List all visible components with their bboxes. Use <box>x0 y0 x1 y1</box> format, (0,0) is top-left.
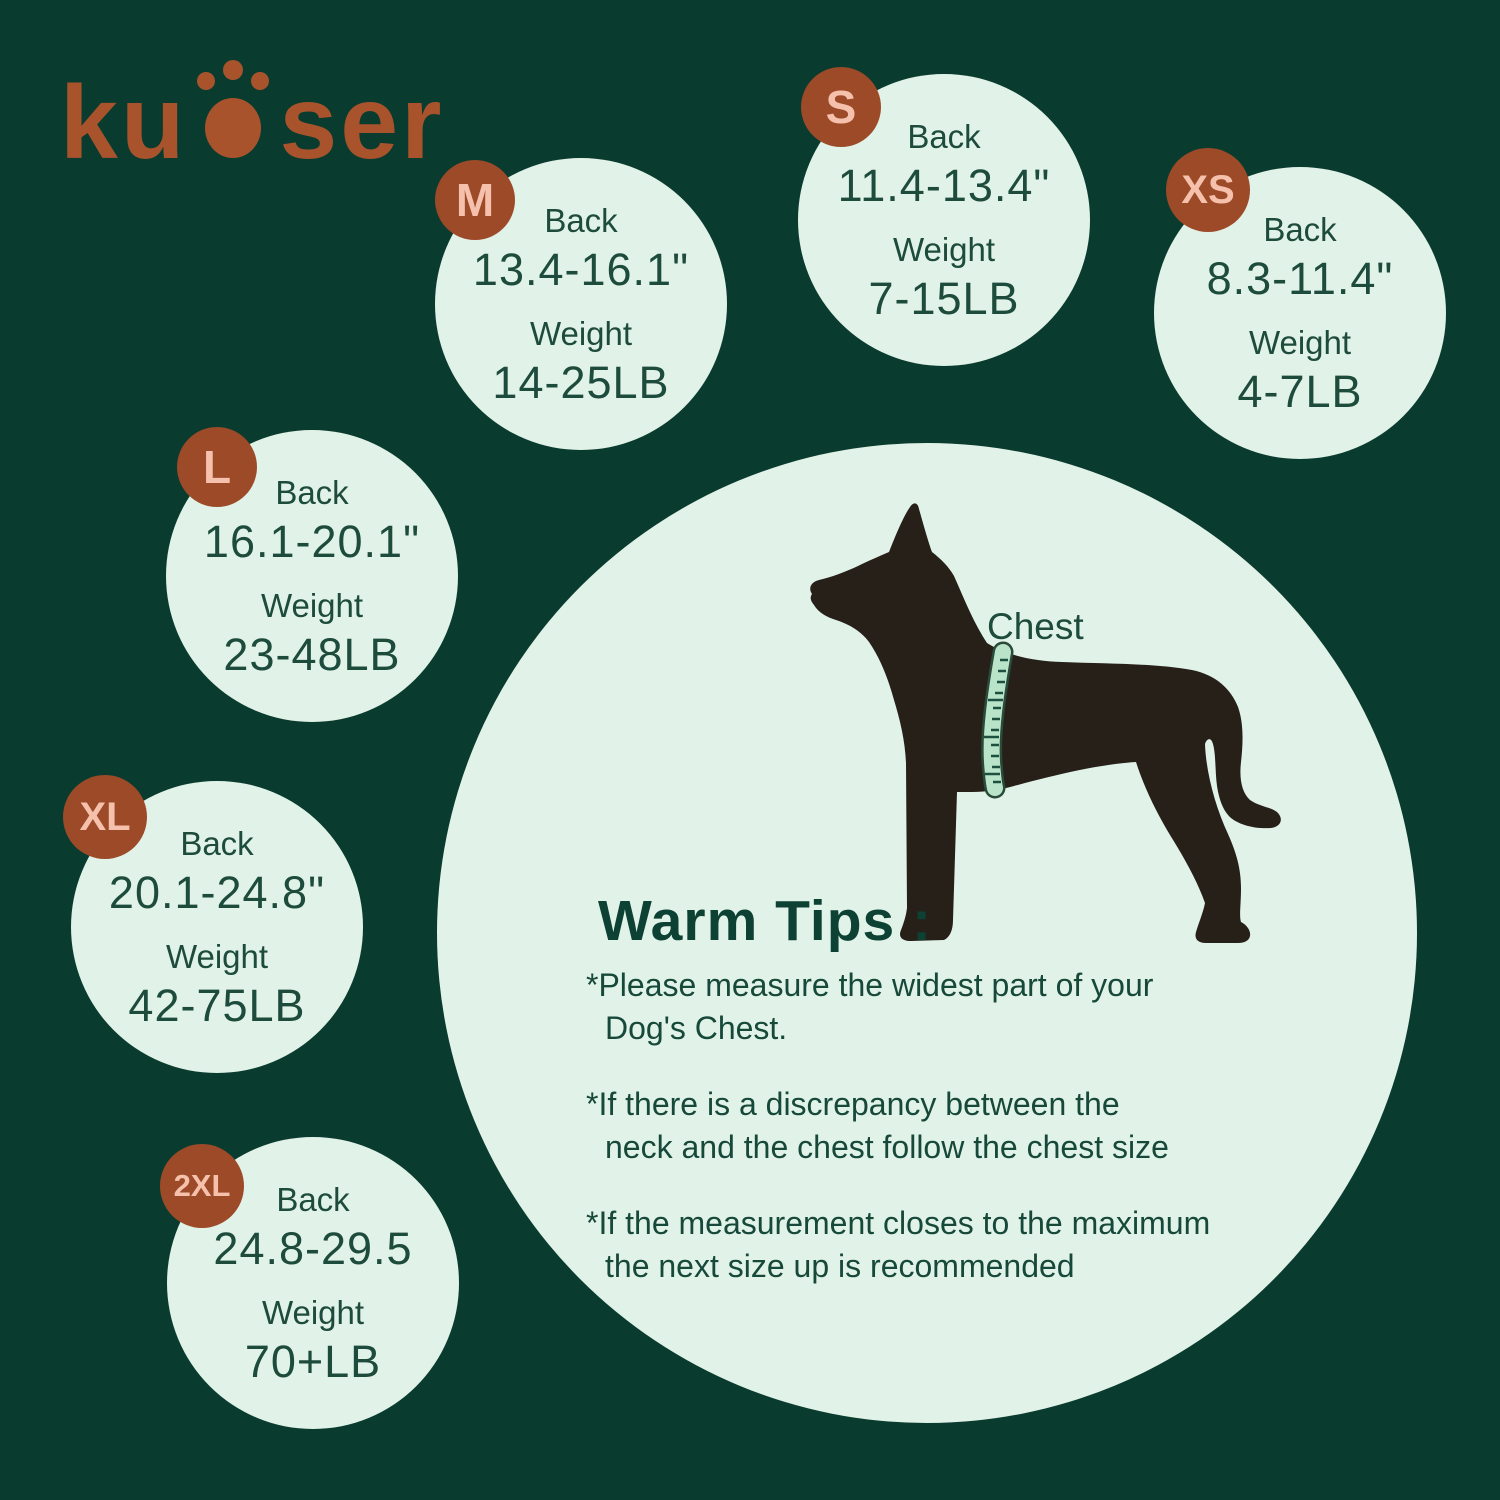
warm-tip-line: *If there is a discrepancy between the <box>586 1086 1120 1122</box>
warm-tips-list: *Please measure the widest part of your … <box>586 964 1286 1321</box>
paw-print-icon <box>191 58 275 167</box>
warm-tip-item: *If the measurement closes to the maximu… <box>586 1202 1286 1288</box>
warm-tip-line: Dog's Chest. <box>605 1010 788 1046</box>
back-label: Back <box>907 117 981 155</box>
warm-tips-heading: Warm Tips : <box>598 889 933 953</box>
warm-tip-item: *Please measure the widest part of your … <box>586 964 1286 1050</box>
weight-value: 7-15LB <box>868 272 1020 324</box>
weight-value: 23-48LB <box>223 628 401 680</box>
size-badge-2xl: 2XL <box>160 1144 244 1228</box>
size-badge-l: L <box>177 427 257 507</box>
back-label: Back <box>276 1180 350 1218</box>
weight-label: Weight <box>1248 323 1352 361</box>
back-value: 24.8-29.5 <box>213 1222 413 1274</box>
size-badge-s: S <box>801 67 881 147</box>
weight-value: 42-75LB <box>128 979 306 1031</box>
warm-tip-line: the next size up is recommended <box>605 1248 1075 1284</box>
weight-value: 70+LB <box>244 1335 382 1387</box>
warm-tip-line: *If the measurement closes to the maximu… <box>586 1205 1211 1241</box>
size-badge-m: M <box>435 160 515 240</box>
brand-logo-text-right: ser <box>279 65 445 182</box>
brand-logo: ku ser <box>60 58 445 182</box>
size-badge-xs: XS <box>1166 148 1250 232</box>
warm-tip-item: *If there is a discrepancy between the n… <box>586 1083 1286 1169</box>
back-value: 8.3-11.4" <box>1206 252 1394 304</box>
weight-label: Weight <box>261 1293 365 1331</box>
back-value: 13.4-16.1" <box>472 243 690 295</box>
back-label: Back <box>1263 210 1337 248</box>
back-value: 11.4-13.4" <box>837 159 1051 211</box>
weight-value: 14-25LB <box>492 356 670 408</box>
warm-tip-line: *Please measure the widest part of your <box>586 967 1154 1003</box>
weight-label: Weight <box>892 230 996 268</box>
back-value: 16.1-20.1" <box>203 515 421 567</box>
back-label: Back <box>180 824 254 862</box>
weight-label: Weight <box>529 314 633 352</box>
brand-logo-text-left: ku <box>60 65 188 182</box>
warm-tip-line: neck and the chest follow the chest size <box>605 1129 1169 1165</box>
back-label: Back <box>275 473 349 511</box>
weight-label: Weight <box>260 586 364 624</box>
chest-label: Chest <box>987 606 1084 647</box>
back-value: 20.1-24.8" <box>108 866 326 918</box>
size-badge-xl: XL <box>63 775 147 859</box>
weight-label: Weight <box>165 937 269 975</box>
weight-value: 4-7LB <box>1237 365 1363 417</box>
back-label: Back <box>544 201 618 239</box>
